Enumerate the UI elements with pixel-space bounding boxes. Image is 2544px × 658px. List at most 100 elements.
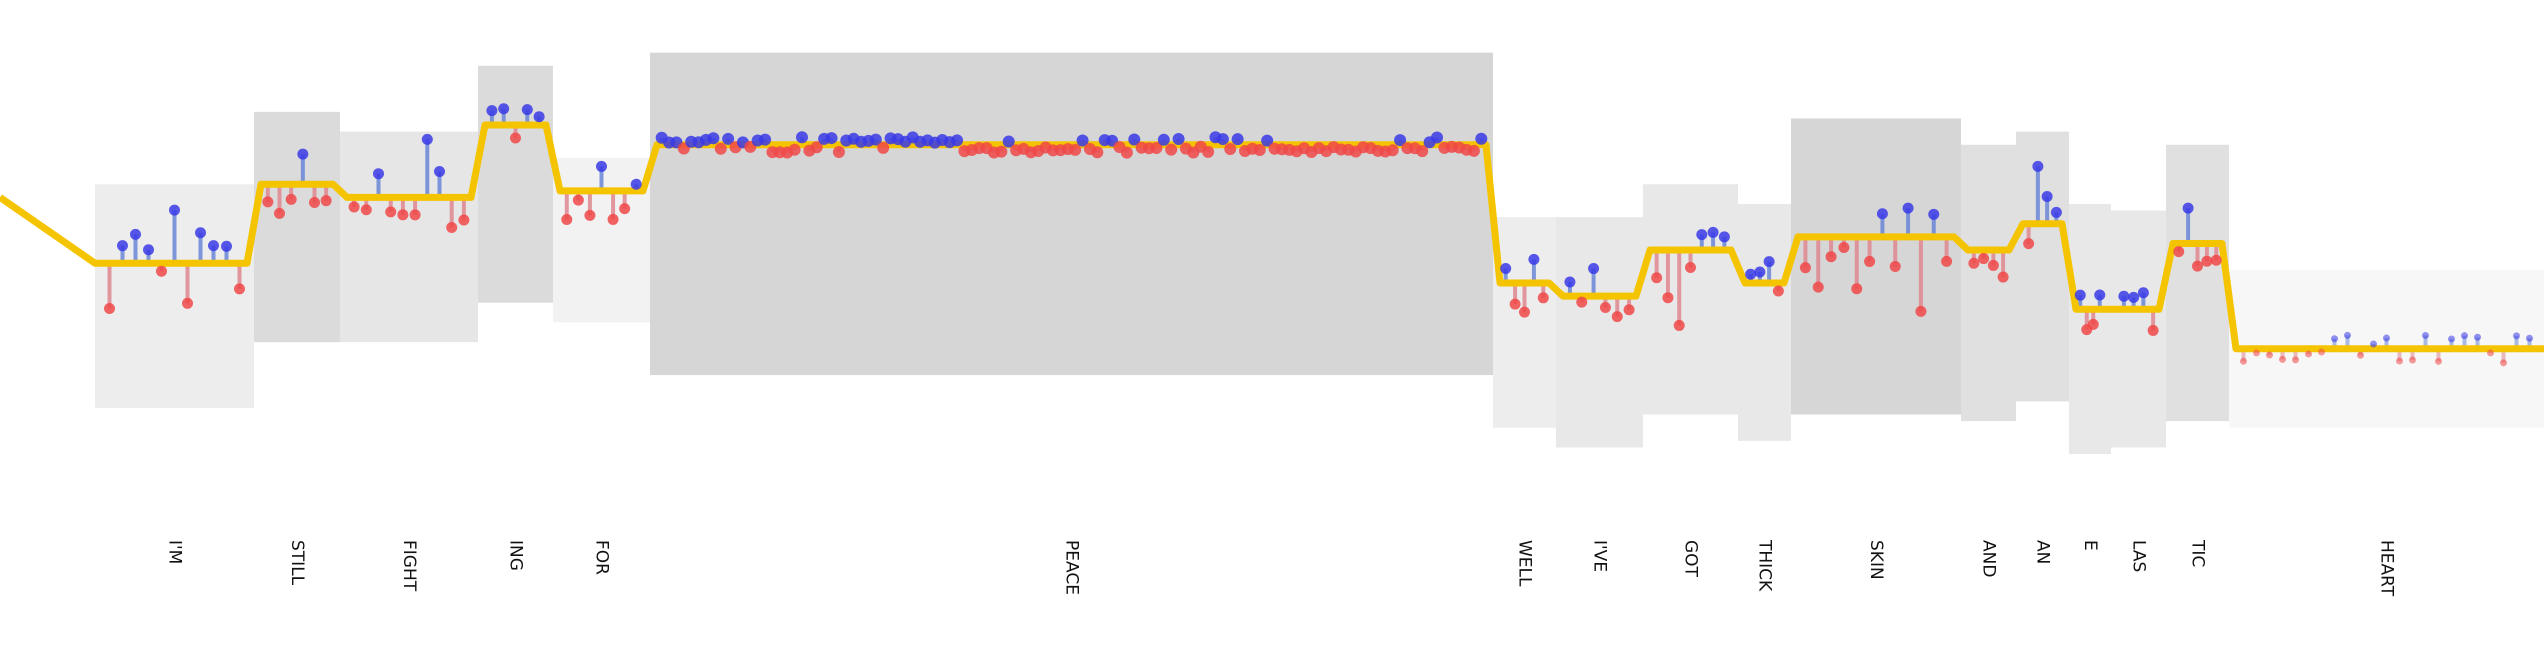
word-label-8: GOT bbox=[1681, 540, 1701, 578]
point-227 bbox=[2513, 332, 2520, 340]
point-26 bbox=[458, 214, 470, 226]
trend-line bbox=[0, 121, 2544, 353]
point-153 bbox=[1519, 306, 1530, 318]
word-label-14: LAS bbox=[2129, 540, 2149, 572]
point-201 bbox=[2173, 246, 2185, 258]
point-174 bbox=[1812, 281, 1824, 293]
word-label-16: HEART bbox=[2377, 540, 2397, 597]
point-211 bbox=[2305, 350, 2312, 358]
point-209 bbox=[2279, 355, 2286, 363]
point-7 bbox=[195, 227, 206, 239]
point-57 bbox=[788, 143, 801, 156]
point-193 bbox=[2074, 289, 2086, 301]
point-168 bbox=[1718, 231, 1730, 243]
point-169 bbox=[1745, 268, 1757, 280]
point-60 bbox=[810, 141, 823, 154]
word-label-13: E bbox=[2080, 540, 2100, 551]
point-208 bbox=[2266, 351, 2273, 359]
point-10 bbox=[234, 283, 245, 295]
word-label-5: PEACE bbox=[1062, 540, 1082, 595]
point-224 bbox=[2474, 333, 2481, 341]
word-band-15 bbox=[2166, 144, 2229, 422]
point-18 bbox=[360, 204, 372, 216]
point-152 bbox=[1509, 298, 1521, 310]
point-183 bbox=[1928, 208, 1940, 220]
point-48 bbox=[722, 132, 735, 145]
point-223 bbox=[2461, 332, 2468, 340]
point-172 bbox=[1772, 285, 1784, 297]
word-band-8 bbox=[1643, 184, 1738, 415]
point-151 bbox=[1500, 262, 1512, 274]
point-176 bbox=[1838, 242, 1850, 254]
point-120 bbox=[1253, 143, 1266, 156]
point-15 bbox=[309, 196, 320, 208]
point-86 bbox=[1002, 135, 1015, 148]
point-189 bbox=[2023, 238, 2035, 250]
point-37 bbox=[619, 203, 631, 215]
point-117 bbox=[1231, 133, 1244, 146]
point-108 bbox=[1165, 143, 1178, 156]
point-195 bbox=[2087, 318, 2099, 330]
point-215 bbox=[2357, 351, 2364, 359]
point-204 bbox=[2201, 255, 2213, 267]
point-184 bbox=[1941, 255, 1953, 267]
point-181 bbox=[1902, 202, 1914, 214]
point-196 bbox=[2094, 289, 2106, 301]
point-2 bbox=[130, 228, 141, 240]
point-4 bbox=[156, 265, 167, 277]
point-115 bbox=[1216, 133, 1229, 146]
word-label-11: AND bbox=[1979, 540, 1999, 577]
point-164 bbox=[1673, 319, 1685, 331]
point-30 bbox=[521, 104, 533, 116]
word-label-10: SKIN bbox=[1866, 540, 1886, 580]
point-202 bbox=[2182, 202, 2194, 214]
word-label-1: STILL bbox=[287, 540, 307, 586]
point-47 bbox=[714, 142, 727, 155]
point-98 bbox=[1091, 146, 1104, 159]
point-96 bbox=[1076, 134, 1089, 147]
point-24 bbox=[434, 165, 445, 177]
point-228 bbox=[2526, 334, 2533, 342]
point-34 bbox=[584, 209, 596, 221]
point-219 bbox=[2409, 356, 2416, 364]
point-207 bbox=[2253, 349, 2260, 357]
point-107 bbox=[1157, 133, 1170, 146]
point-177 bbox=[1851, 283, 1863, 295]
point-154 bbox=[1528, 253, 1540, 265]
trend-line-layer bbox=[0, 121, 2544, 353]
point-1 bbox=[117, 240, 128, 252]
point-138 bbox=[1386, 144, 1399, 157]
point-53 bbox=[759, 133, 772, 146]
point-158 bbox=[1588, 263, 1600, 275]
point-85 bbox=[995, 145, 1008, 158]
point-69 bbox=[877, 141, 890, 154]
point-8 bbox=[208, 240, 219, 252]
data-points bbox=[104, 103, 2533, 367]
point-106 bbox=[1150, 142, 1163, 155]
point-121 bbox=[1261, 134, 1274, 147]
point-21 bbox=[397, 209, 409, 221]
point-109 bbox=[1172, 133, 1185, 146]
word-band-3 bbox=[478, 65, 553, 303]
point-17 bbox=[348, 201, 360, 213]
point-28 bbox=[498, 103, 510, 115]
word-label-2: FIGHT bbox=[399, 540, 419, 592]
point-27 bbox=[486, 105, 498, 117]
word-label-9: THICK bbox=[1755, 539, 1775, 592]
point-203 bbox=[2192, 260, 2203, 272]
point-173 bbox=[1799, 262, 1811, 274]
point-22 bbox=[409, 209, 421, 221]
point-102 bbox=[1120, 146, 1133, 159]
point-160 bbox=[1611, 311, 1623, 323]
point-159 bbox=[1599, 302, 1611, 314]
point-205 bbox=[2210, 254, 2222, 266]
point-165 bbox=[1685, 262, 1696, 274]
word-label-3: ING bbox=[506, 540, 526, 571]
point-149 bbox=[1467, 144, 1480, 157]
point-139 bbox=[1394, 134, 1407, 147]
word-label-6: WELL bbox=[1515, 540, 1535, 587]
point-191 bbox=[2041, 190, 2053, 202]
point-23 bbox=[421, 133, 433, 145]
point-188 bbox=[1997, 271, 2009, 283]
